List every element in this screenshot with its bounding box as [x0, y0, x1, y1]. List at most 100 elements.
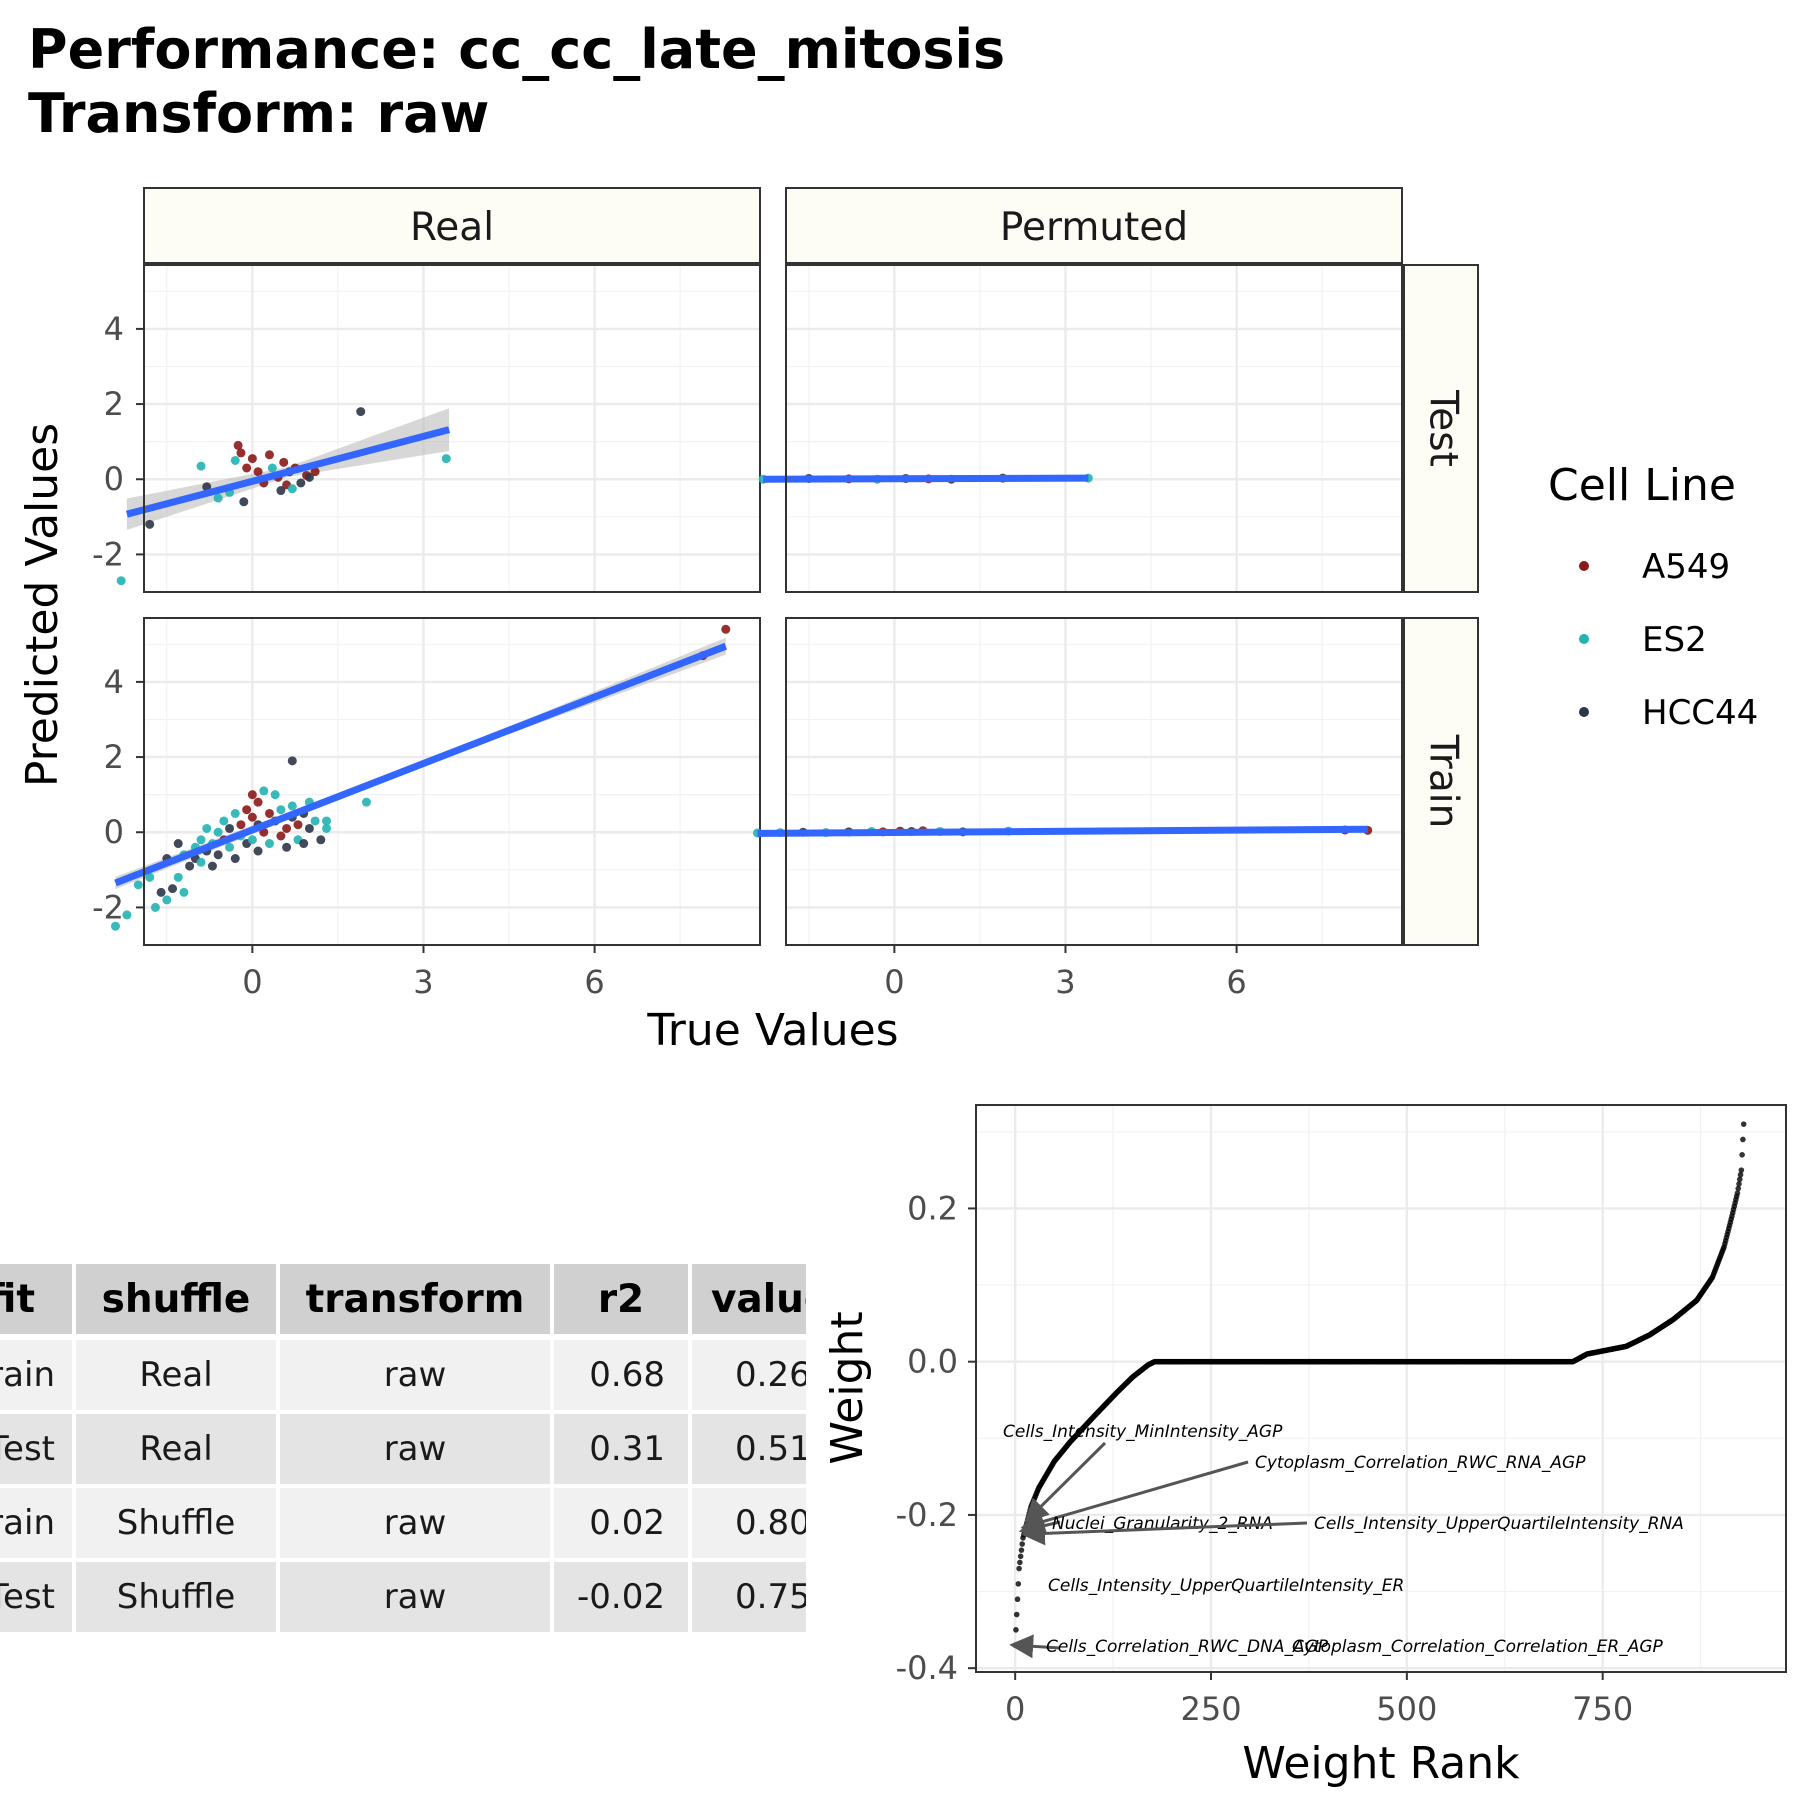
facet-strip-label: Test [1421, 389, 1466, 467]
data-point-es2 [219, 816, 229, 826]
regression-line [763, 474, 1089, 483]
data-point-es2 [196, 835, 206, 845]
table-cell [554, 1562, 688, 1632]
data-point-hcc44 [287, 756, 297, 766]
y-tick-label: 0.0 [907, 1343, 958, 1381]
panel-background [144, 265, 760, 592]
data-point-a549 [279, 457, 289, 467]
table-column-header: value [711, 1277, 830, 1322]
table-cell [76, 1340, 276, 1410]
y-tick-label: 4 [104, 663, 124, 701]
data-point-a549 [293, 820, 303, 830]
data-point-hcc44 [276, 486, 286, 496]
facet-strip-label: Permuted [1000, 205, 1188, 250]
table-cell-value: raw [384, 1503, 447, 1543]
data-point-es2 [196, 857, 206, 867]
table-cell [280, 1340, 550, 1410]
facet-strip-label: Train [1421, 734, 1466, 829]
annotation-leader-line [1024, 1441, 1107, 1523]
regression-line [757, 825, 1368, 837]
weight-point [1014, 1596, 1021, 1603]
weight-rank-plot: Cells_Intensity_MinIntensity_AGP Cytoplas… [822, 1104, 1787, 1789]
panel-border [143, 617, 761, 946]
data-point-a549 [236, 448, 246, 458]
table-column-header: fit [0, 1277, 35, 1322]
table-cell-value: Train [0, 1503, 55, 1543]
panel-border [143, 264, 761, 593]
annotation-leader-line [1020, 1460, 1249, 1533]
weight-point [1013, 1611, 1020, 1618]
table-cell [692, 1340, 806, 1410]
data-point-a549 [236, 820, 246, 830]
table-cell [280, 1414, 550, 1484]
data-point-hcc44 [296, 478, 306, 488]
facet-scatter-plot: Real Permuted Test Train -2 0 2 4 -2 0 2 4 0 3 6 0 3 6 Tru… [17, 187, 1758, 1056]
table-cell-value: 0.75 [735, 1577, 811, 1617]
y-axis-title: Weight [822, 1311, 873, 1464]
panel-background [786, 618, 1402, 945]
table-cell-value: 0.31 [589, 1429, 665, 1469]
data-point-es2 [110, 921, 120, 931]
facet-strip-label: Real [410, 205, 494, 250]
data-point-es2 [259, 786, 269, 796]
data-point-es2 [196, 461, 206, 471]
annotation-leader-line [1009, 1634, 1061, 1659]
table-column-header: r2 [598, 1277, 644, 1322]
data-point-hcc44 [225, 823, 235, 833]
data-point-es2 [276, 805, 286, 815]
x-tick-label: 6 [1226, 963, 1246, 1001]
data-point-hcc44 [173, 839, 183, 849]
data-point-es2 [247, 835, 257, 845]
panel-border [785, 617, 1403, 946]
data-point-a549 [247, 812, 257, 822]
data-point-hcc44 [253, 846, 263, 856]
data-point-hcc44 [213, 850, 223, 860]
data-point-a549 [247, 790, 257, 800]
weight-point [1739, 1152, 1745, 1158]
data-point-hcc44 [145, 519, 155, 529]
data-point-a549 [264, 450, 274, 460]
y-axis-title: Predicted Values [17, 423, 68, 787]
table-header-cell [76, 1264, 276, 1334]
table-cell-value: raw [384, 1429, 447, 1469]
table-cell-value: Test [0, 1577, 55, 1617]
legend-title: Cell Line [1548, 460, 1736, 511]
table-header-cell [554, 1264, 688, 1334]
facet-strip-test [1403, 264, 1479, 593]
data-point-es2 [322, 816, 332, 826]
x-axis-title: True Values [646, 1005, 898, 1056]
weight-annotations: Cells_Intensity_MinIntensity_AGP Cytoplas… [1003, 1422, 1684, 1659]
table-cell-value: Test [0, 1429, 55, 1469]
title-line-1: Performance: cc_cc_late_mitosis [28, 18, 1006, 81]
data-point-es2 [225, 842, 235, 852]
annotation-label: Cells_Intensity_UpperQuartileIntensity_R… [1314, 1514, 1684, 1534]
table-header-cell [0, 1264, 72, 1334]
x-tick-label: 3 [1055, 963, 1075, 1001]
data-point-a549 [310, 467, 320, 477]
data-point-es2 [267, 463, 277, 473]
table-cell [0, 1562, 72, 1632]
table-column-header: shuffle [102, 1277, 251, 1322]
weight-panel-border [975, 1104, 1787, 1673]
legend-label: ES2 [1642, 620, 1707, 660]
annotation-label: Cells_Intensity_MinIntensity_AGP [1003, 1422, 1283, 1442]
data-point-es2 [230, 808, 240, 818]
data-point-es2 [145, 872, 155, 882]
data-point-a549 [242, 463, 252, 473]
annotation-label: Cytoplasm_Correlation_RWC_RNA_AGP [1255, 1453, 1586, 1473]
data-point-es2 [162, 895, 172, 905]
weight-point [1735, 1185, 1742, 1192]
data-point-es2 [441, 454, 451, 464]
x-tick-label: 250 [1180, 1690, 1241, 1728]
data-point-a549 [253, 467, 263, 477]
weight-point [1740, 1121, 1747, 1127]
data-point-a549 [282, 823, 292, 833]
x-tick-label: 3 [413, 963, 433, 1001]
y-tick-label: -0.2 [896, 1496, 958, 1534]
weight-point [1016, 1565, 1022, 1572]
data-point-hcc44 [185, 861, 195, 871]
chart-title: Performance: cc_cc_late_mitosis Transfor… [28, 18, 1005, 146]
table-cell [76, 1488, 276, 1558]
y-tick-label: -0.4 [896, 1649, 958, 1687]
data-point-hcc44 [168, 884, 178, 894]
